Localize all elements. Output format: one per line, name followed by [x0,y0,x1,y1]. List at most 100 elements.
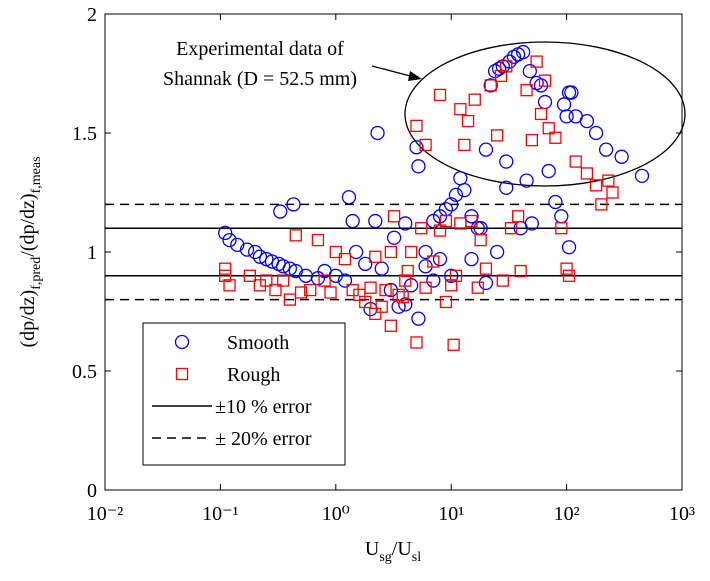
annotation: Shannak (D = 52.5 mm) [163,68,357,90]
label-part: (dp/dz) [17,290,39,348]
data-point [533,78,549,93]
data-point [524,216,540,231]
data-point [230,237,245,253]
data-point [559,109,574,124]
data-point [549,131,562,144]
data-point [410,336,423,349]
legend-marker [174,334,190,350]
data-point [548,194,563,210]
data-point [474,233,487,247]
y-axis-label: (dp/dz)f,pred/(dp/dz)f,meas [17,156,44,347]
legend-marker [175,367,189,381]
data-point [534,107,548,121]
data-point [318,274,331,287]
data-point [589,179,603,192]
label-part: /(dp/dz) [17,193,39,256]
data-point [457,182,472,198]
data-point [454,217,467,230]
label-part: f,meas [29,156,44,193]
label-part: sl [412,550,421,565]
annotation-arrow [371,65,415,78]
data-point [595,198,608,211]
data-point [310,271,326,286]
data-point [520,84,533,97]
data-point [374,261,389,276]
data-point [444,197,459,212]
data-point [401,264,414,278]
data-point [506,49,522,64]
data-point [282,261,298,276]
y-tick-label: 1.5 [72,123,97,145]
data-point [415,222,428,235]
data-point [252,249,268,264]
data-point [311,233,325,247]
series [219,55,619,351]
label-part: f,pred [29,257,44,290]
data-point [419,138,432,152]
data-point [383,282,399,298]
annotation: Experimental data of [176,38,344,60]
data-point [561,240,577,255]
data-point [398,297,413,312]
data-point [329,245,342,259]
data-point [273,204,288,219]
x-tick-label: 10⁻² [87,503,124,525]
data-point [304,283,317,297]
data-point [448,187,464,203]
data-point [500,60,513,73]
data-point [602,174,615,187]
data-point [218,225,233,241]
data-point [453,171,468,186]
data-point [454,103,467,116]
data-point [324,286,337,299]
data-point [490,129,504,142]
data-point [345,213,360,229]
label-part: sg [379,550,391,565]
data-point [465,214,478,228]
data-point [405,245,418,259]
data-point [458,138,471,152]
data-point [556,97,572,112]
data-point [515,44,531,60]
data-point [484,79,497,92]
data-point [504,222,518,235]
x-axis-label: Usg/Usl [365,538,421,565]
data-point [499,154,514,169]
data-point [479,262,493,275]
legend-label: Smooth [227,332,289,354]
data-point [439,295,453,309]
data-point [471,281,484,294]
data-point [411,311,426,326]
data-point [387,210,401,223]
data-point [253,279,267,292]
label-part: U [365,538,380,560]
data-point [269,283,282,297]
data-point [410,119,423,133]
data-point [418,259,433,274]
data-point [489,244,505,260]
data-point [384,319,398,332]
data-point [537,94,553,110]
data-point [519,173,534,188]
data-point [511,210,525,223]
y-tick-label: 0 [87,480,97,502]
x-tick-label: 10⁰ [322,503,350,525]
data-point [348,244,364,260]
data-point [368,213,383,229]
data-point [364,281,377,294]
data-point [478,275,494,291]
data-point [219,269,232,282]
data-point [525,133,539,147]
data-point [409,140,424,155]
data-point [579,113,595,129]
data-point [427,255,440,268]
data-point [554,209,569,224]
data-point [560,262,573,275]
legend-label: ± 20% error [215,428,312,450]
data-point [445,279,458,292]
annotation-arrowhead [408,71,422,81]
data-point [337,273,353,288]
data-point [399,274,412,287]
data-point [369,250,382,263]
data-point [564,85,579,100]
